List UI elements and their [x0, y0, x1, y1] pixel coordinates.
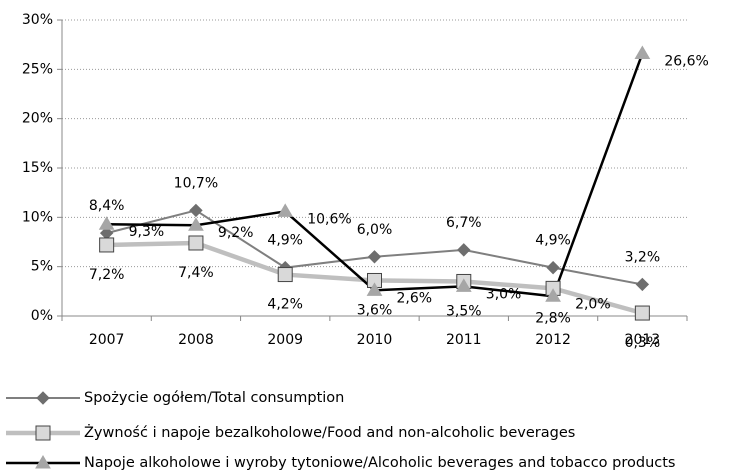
data-label: 4,9%: [267, 233, 303, 249]
data-label: 3,6%: [357, 302, 393, 318]
data-label: 6,7%: [446, 215, 482, 231]
marker: [189, 203, 203, 218]
data-label: 2,0%: [575, 296, 611, 312]
data-label: 26,6%: [664, 54, 708, 70]
marker: [634, 305, 650, 321]
x-tick-label: 2008: [178, 332, 214, 348]
y-tick-label: 0%: [31, 308, 53, 324]
legend-label: Napoje alkoholowe i wyroby tytoniowe/Alc…: [84, 455, 675, 471]
x-tick-label: 2009: [267, 332, 303, 348]
data-label: 8,4%: [89, 198, 125, 214]
legend-label: Spożycie ogółem/Total consumption: [84, 390, 344, 406]
data-label: 3,5%: [446, 303, 482, 319]
marker: [188, 235, 204, 251]
x-tick-label: 2011: [446, 332, 482, 348]
marker: [98, 216, 115, 230]
x-tick-label: 2013: [625, 332, 661, 348]
data-label: 3,0%: [486, 286, 522, 302]
marker: [635, 277, 650, 292]
marker: [35, 425, 51, 441]
y-tick-label: 25%: [22, 61, 53, 77]
data-label: 4,9%: [535, 233, 571, 249]
data-label: 3,2%: [625, 249, 661, 265]
marker: [545, 288, 561, 302]
marker: [455, 278, 472, 292]
data-label: 4,2%: [267, 297, 303, 313]
x-tick-label: 2012: [535, 332, 571, 348]
marker: [367, 250, 382, 264]
marker: [457, 243, 471, 257]
data-label: 2,8%: [535, 310, 571, 326]
data-label: 10,7%: [174, 175, 218, 191]
marker: [277, 267, 293, 283]
data-label: 6,0%: [357, 222, 393, 238]
data-label: 9,2%: [218, 225, 254, 241]
marker: [634, 45, 651, 60]
x-tick-label: 2010: [357, 332, 393, 348]
y-tick-label: 5%: [31, 259, 53, 275]
data-label: 0,3%: [625, 335, 661, 351]
marker: [277, 203, 294, 217]
data-label: 10,6%: [307, 211, 351, 227]
y-tick-label: 10%: [22, 209, 53, 225]
marker: [188, 217, 204, 231]
data-label: 9,3%: [129, 224, 165, 240]
data-label: 7,2%: [89, 267, 125, 283]
marker: [99, 237, 115, 253]
marker: [546, 260, 560, 275]
marker: [36, 391, 50, 405]
y-tick-label: 20%: [22, 111, 53, 127]
data-label: 7,4%: [178, 265, 214, 281]
marker: [366, 282, 383, 296]
y-tick-label: 15%: [22, 160, 53, 176]
marker: [35, 455, 51, 469]
x-tick-label: 2007: [89, 332, 125, 348]
data-label: 2,6%: [397, 290, 433, 306]
y-tick-label: 30%: [22, 12, 53, 28]
legend-label: Żywność i napoje bezalkoholowe/Food and …: [84, 423, 575, 441]
